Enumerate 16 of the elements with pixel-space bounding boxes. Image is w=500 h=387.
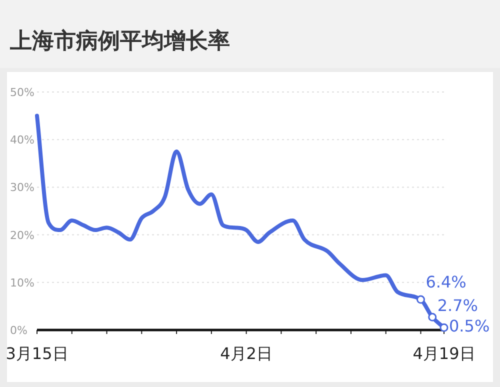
data-label: 2.7% bbox=[437, 296, 478, 316]
x-tick-label: 3月15日 bbox=[6, 344, 68, 363]
y-tick-label: 50% bbox=[10, 86, 34, 99]
y-tick-label: 20% bbox=[10, 228, 34, 242]
data-label: 0.5% bbox=[449, 316, 490, 336]
point bbox=[428, 312, 437, 322]
y-tick-label: 0% bbox=[10, 324, 28, 337]
y-tick-label: 30% bbox=[10, 181, 34, 194]
point bbox=[440, 323, 448, 332]
y-tick-label: 10% bbox=[10, 276, 34, 290]
x-tick-label: 4月19日 bbox=[412, 344, 476, 363]
data-label: 6.4% bbox=[426, 272, 466, 292]
chart-title: 上海市病例平均增长率 bbox=[9, 28, 230, 54]
x-tick-label: 4月2日 bbox=[220, 344, 272, 363]
point bbox=[416, 295, 425, 304]
y-tick-label: 40% bbox=[10, 134, 34, 147]
